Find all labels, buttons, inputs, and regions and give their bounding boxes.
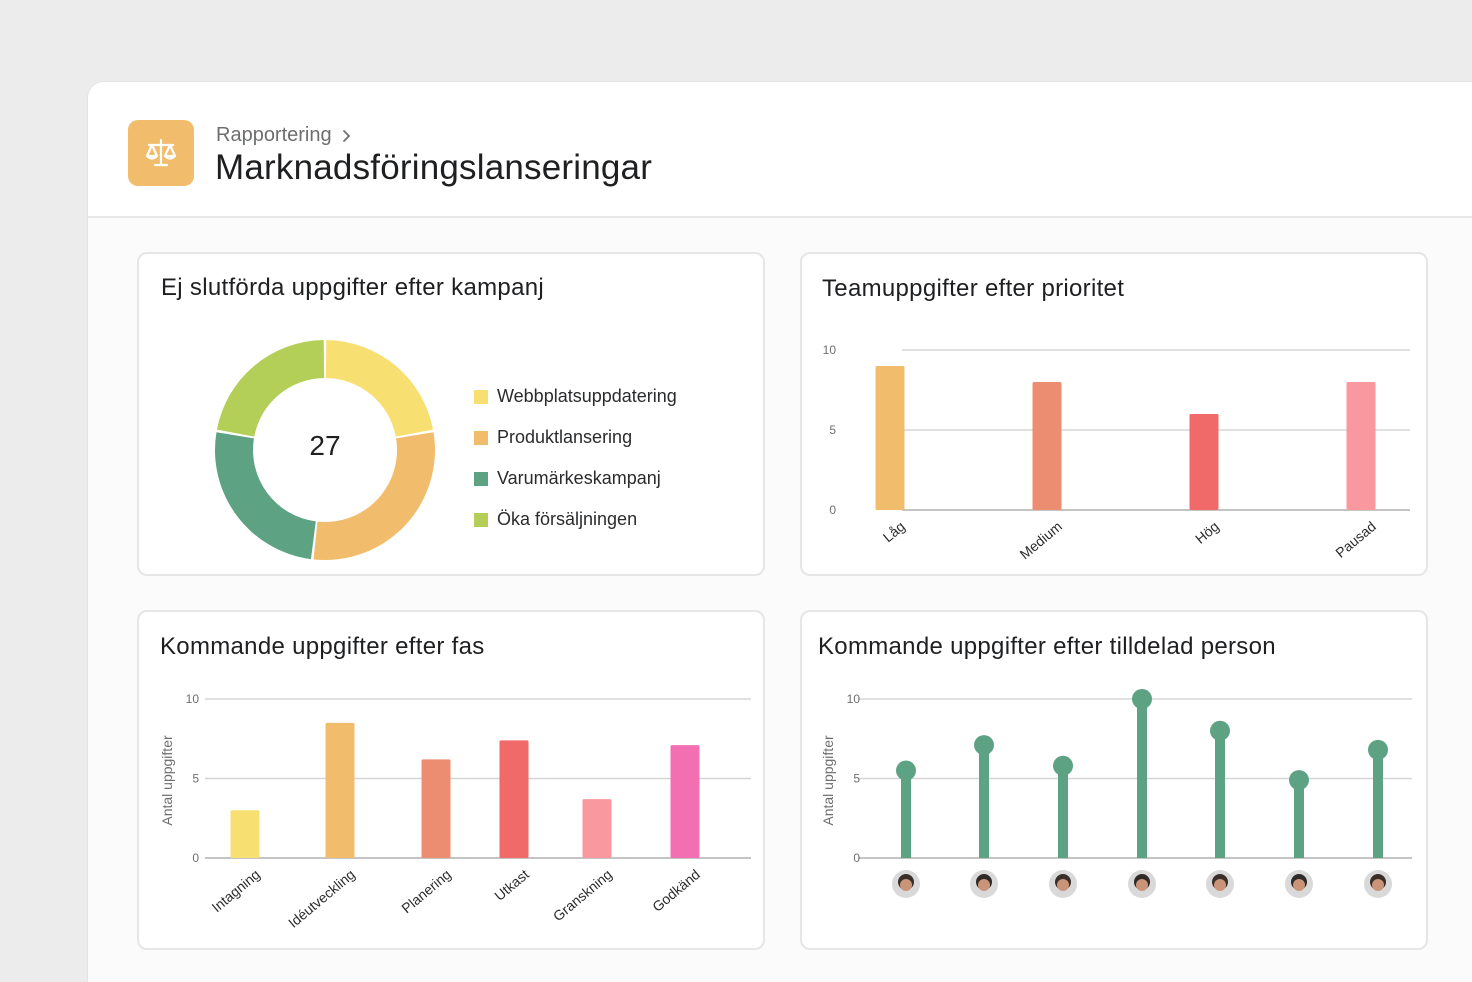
x-tick-label: Godkänd xyxy=(649,866,703,915)
lollipop-stem xyxy=(1215,730,1225,858)
donut-slice xyxy=(313,432,435,560)
lollipop-stem xyxy=(901,770,911,858)
card-priority-chart: Teamuppgifter efter prioritet 0 5 10 Låg Med… xyxy=(800,252,1428,576)
phase-bar-chart: 0 5 10 Antal uppgifter Intagning Idéutvecklin… xyxy=(159,692,751,931)
legend-item: Produktlansering xyxy=(474,417,677,458)
lollipop-stem xyxy=(1058,765,1068,858)
x-tick-label: Planering xyxy=(398,866,454,916)
lollipop-dot xyxy=(1289,770,1309,791)
card-title: Kommande uppgifter efter fas xyxy=(160,633,485,660)
y-tick-label: 0 xyxy=(192,851,199,865)
card-title: Teamuppgifter efter prioritet xyxy=(822,275,1125,302)
avatar-face xyxy=(900,879,912,891)
legend-label: Produktlansering xyxy=(497,427,633,447)
bar xyxy=(1346,382,1376,510)
x-tick-label: Medium xyxy=(1016,518,1064,562)
x-tick-label: Hög xyxy=(1192,518,1222,547)
x-tick-label: Intagning xyxy=(209,866,263,915)
legend-swatch xyxy=(474,512,488,527)
bar xyxy=(875,366,905,510)
y-tick-label: 10 xyxy=(847,692,861,706)
lollipop-stem xyxy=(979,745,989,858)
x-tick-label: Granskning xyxy=(550,866,615,924)
legend-item: Öka försäljningen xyxy=(474,499,677,540)
breadcrumb-link[interactable]: Rapportering xyxy=(216,124,332,146)
lollipop-dot xyxy=(974,735,994,756)
card-assignee-chart: Kommande uppgifter efter tilldelad perso… xyxy=(800,610,1428,950)
bar xyxy=(1189,414,1219,510)
assignee-lollipop-chart: 0 5 10 Antal uppgifter xyxy=(820,689,1412,898)
y-axis-label: Antal uppgifter xyxy=(159,735,175,826)
donut-total: 27 xyxy=(309,430,341,461)
legend-label: Varumärkeskampanj xyxy=(497,468,661,488)
legend-item: Varumärkeskampanj xyxy=(474,458,677,499)
lollipop-dot xyxy=(1210,720,1230,741)
card-title: Ej slutförda uppgifter efter kampanj xyxy=(161,274,544,301)
y-tick-label: 10 xyxy=(823,343,837,357)
card-title: Kommande uppgifter efter tilldelad perso… xyxy=(818,633,1276,660)
legend-swatch xyxy=(474,389,488,404)
bar xyxy=(670,745,700,858)
y-tick-label: 10 xyxy=(186,692,200,706)
bar xyxy=(582,799,612,858)
legend-label: Öka försäljningen xyxy=(497,509,638,529)
bar xyxy=(230,810,260,858)
lollipop-dot xyxy=(1132,689,1152,709)
donut-legend: Webbplatsuppdatering Produktlansering Varu… xyxy=(474,376,677,540)
x-tick-label: Idéutveckling xyxy=(285,866,358,931)
legend-label: Webbplatsuppdatering xyxy=(497,386,677,406)
lollipop-stem xyxy=(1137,699,1147,858)
x-tick-label: Utkast xyxy=(491,866,532,904)
breadcrumb[interactable]: Rapportering xyxy=(216,124,352,147)
y-axis-label: Antal uppgifter xyxy=(820,735,836,826)
page-title: Marknadsföringslanseringar xyxy=(215,148,653,187)
lollipop-dot xyxy=(896,760,916,781)
project-icon[interactable] xyxy=(128,120,194,186)
avatar-face xyxy=(1214,879,1226,891)
bar xyxy=(325,722,355,858)
scales-icon xyxy=(145,138,177,167)
avatar-face xyxy=(1293,879,1305,891)
donut-slice xyxy=(215,432,316,560)
donut-chart xyxy=(215,340,435,560)
y-tick-label: 0 xyxy=(829,503,836,517)
bar xyxy=(421,759,451,858)
page-header: Rapportering Marknadsföringslanseringar xyxy=(88,82,1472,218)
bar xyxy=(1032,382,1062,510)
avatar-face xyxy=(1136,879,1148,891)
avatar-face xyxy=(978,879,990,891)
x-tick-label: Låg xyxy=(880,518,908,545)
lollipop-dot xyxy=(1368,739,1388,760)
priority-bar-chart: 0 5 10 Låg Medium Hög Pausad xyxy=(823,343,1410,562)
donut-slice xyxy=(216,340,325,437)
donut-slice xyxy=(325,340,434,437)
report-window: Rapportering Marknadsföringslanseringar … xyxy=(88,82,1472,982)
avatar-face xyxy=(1057,879,1069,891)
chevron-right-icon xyxy=(342,129,350,142)
x-tick-label: Pausad xyxy=(1332,518,1379,561)
lollipop-stem xyxy=(1294,780,1304,858)
bar xyxy=(499,740,529,858)
card-phase-chart: Kommande uppgifter efter fas 0 5 10 Antal u… xyxy=(137,610,765,950)
legend-swatch xyxy=(474,430,488,445)
y-tick-label: 5 xyxy=(829,423,836,437)
card-campaign-donut: Ej slutförda uppgifter efter kampanj 27 … xyxy=(137,252,765,576)
y-tick-label: 0 xyxy=(853,851,860,865)
y-tick-label: 5 xyxy=(192,772,199,786)
legend-swatch xyxy=(474,471,488,486)
y-tick-label: 5 xyxy=(853,772,860,786)
avatar-face xyxy=(1372,879,1384,891)
legend-item: Webbplatsuppdatering xyxy=(474,376,677,417)
lollipop-dot xyxy=(1053,755,1073,776)
lollipop-stem xyxy=(1373,749,1383,858)
